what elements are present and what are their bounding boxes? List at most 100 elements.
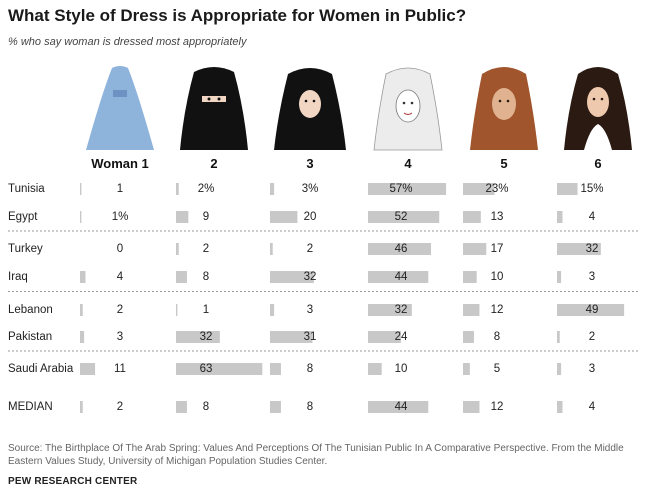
bar <box>368 401 429 413</box>
value-label: 57% <box>389 183 412 195</box>
column-header-3: 3 <box>306 156 313 171</box>
bar <box>463 271 477 283</box>
value-label: 44 <box>395 401 408 413</box>
bar <box>176 401 187 413</box>
bar <box>463 401 480 413</box>
value-label: 46 <box>395 243 408 255</box>
bar <box>368 183 447 195</box>
value-label: 1 <box>203 304 209 316</box>
column-header-1: Woman 1 <box>91 156 149 171</box>
bar <box>463 331 474 343</box>
value-label: 3 <box>589 271 595 283</box>
bar <box>270 211 298 223</box>
woman-figures <box>86 66 632 151</box>
dress-style-chart: Woman 1 2 3 4 5 6 Tunisia 1 2% 3% 57% 23% 15% Egypt 1… <box>8 66 640 413</box>
bar <box>80 401 83 413</box>
bar <box>80 183 82 195</box>
pew-credit-logo: PEW RESEARCH CENTER <box>8 476 138 487</box>
bar <box>270 401 281 413</box>
bar <box>463 211 481 223</box>
value-label: 8 <box>307 401 313 413</box>
row-separators <box>8 230 640 352</box>
value-label: 0 <box>117 243 123 255</box>
bar <box>176 211 189 223</box>
value-label: 12 <box>491 304 504 316</box>
value-label: 2 <box>307 243 313 255</box>
table-row: Pakistan 3 32 31 24 8 2 <box>8 331 595 343</box>
bar <box>557 304 625 316</box>
column-header-2: 2 <box>210 156 217 171</box>
value-label: 2% <box>198 183 215 195</box>
value-label: 8 <box>307 363 313 375</box>
value-label: 32 <box>304 271 317 283</box>
chart-title: What Style of Dress is Appropriate for W… <box>8 6 467 25</box>
value-label: 52 <box>395 211 408 223</box>
value-label: 63 <box>200 363 213 375</box>
value-label: 44 <box>395 271 408 283</box>
bar <box>368 211 440 223</box>
bar <box>80 211 82 223</box>
bar <box>176 304 178 316</box>
table-row: Egypt 1% 9 20 52 13 4 <box>8 211 596 223</box>
value-label: 31 <box>304 331 317 343</box>
woman-figure-3 <box>274 68 346 150</box>
bar <box>270 331 313 343</box>
bar <box>368 331 401 343</box>
chart-subtitle: % who say woman is dressed most appropri… <box>8 36 247 48</box>
value-label: 8 <box>494 331 500 343</box>
woman-figure-4 <box>373 67 443 151</box>
source-note: Source: The Birthplace Of The Arab Sprin… <box>8 443 624 467</box>
value-label: 2 <box>589 331 595 343</box>
value-label: 15% <box>580 183 603 195</box>
value-label: 8 <box>203 401 209 413</box>
bar <box>557 211 563 223</box>
value-label: 13 <box>491 211 504 223</box>
bar <box>270 243 273 255</box>
column-header-6: 6 <box>594 156 601 171</box>
value-label: 2 <box>117 401 123 413</box>
row-label: Pakistan <box>8 331 52 343</box>
bar <box>557 183 578 195</box>
bar <box>463 363 470 375</box>
row-label: Tunisia <box>8 183 45 195</box>
value-label: 10 <box>395 363 408 375</box>
row-label: Lebanon <box>8 304 53 316</box>
value-label: 10 <box>491 271 504 283</box>
value-label: 3% <box>302 183 319 195</box>
value-label: 2 <box>203 243 209 255</box>
column-header-5: 5 <box>500 156 507 171</box>
bar <box>270 363 281 375</box>
bar <box>176 243 179 255</box>
woman-figure-2 <box>180 67 248 150</box>
value-label: 2 <box>117 304 123 316</box>
woman-figure-1 <box>86 66 154 150</box>
value-label: 5 <box>494 363 500 375</box>
bar <box>557 401 563 413</box>
table-row: Lebanon 2 1 3 32 12 49 <box>8 304 625 316</box>
table-row: Iraq 4 8 32 44 10 3 <box>8 271 595 283</box>
table-row: Turkey 0 2 2 46 17 32 <box>8 243 601 255</box>
woman-figure-5 <box>470 67 538 150</box>
bar <box>463 243 487 255</box>
row-label: Saudi Arabia <box>8 363 74 375</box>
bar <box>368 243 432 255</box>
bar <box>463 183 495 195</box>
bar <box>368 304 412 316</box>
value-label: 8 <box>203 271 209 283</box>
bar <box>176 363 263 375</box>
table-row: Saudi Arabia 11 63 8 10 5 3 <box>8 363 595 375</box>
bar <box>368 363 382 375</box>
value-label: 3 <box>589 363 595 375</box>
value-label: 4 <box>589 401 596 413</box>
table-rows: Tunisia 1 2% 3% 57% 23% 15%Egypt 1% 9 20 52 13 4Turk… <box>8 183 625 413</box>
bar <box>176 183 179 195</box>
value-label: 4 <box>117 271 124 283</box>
bar <box>80 304 83 316</box>
value-label: 32 <box>200 331 213 343</box>
value-label: 11 <box>114 363 126 375</box>
woman-figure-6 <box>564 67 632 150</box>
row-label: Egypt <box>8 211 38 223</box>
bar <box>270 271 314 283</box>
value-label: 3 <box>117 331 123 343</box>
value-label: 24 <box>395 331 408 343</box>
